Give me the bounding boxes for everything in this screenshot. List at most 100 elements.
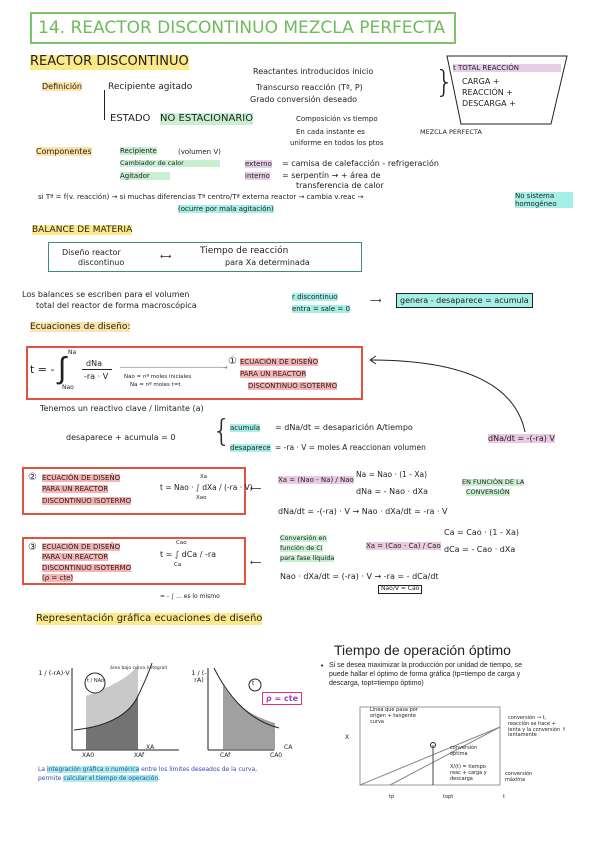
g2-xlabel: CA bbox=[284, 744, 293, 751]
representacion-heading: Representación gráfica ecuaciones de dis… bbox=[36, 613, 263, 625]
comp-item: Agitador bbox=[120, 172, 170, 181]
g2-x1: CAf bbox=[220, 752, 231, 759]
g2-area bbox=[223, 685, 275, 750]
result: dNa/dt = -(-ra) V bbox=[488, 434, 555, 444]
eq3-upper: Cao bbox=[176, 540, 187, 546]
total-box bbox=[446, 55, 568, 125]
externo-txt: = camisa de calefacción - refrigeración bbox=[282, 159, 439, 168]
caption-part: permite bbox=[38, 775, 64, 782]
recipiente: Recipiente agitado bbox=[108, 82, 193, 92]
nota-hl: No sistema homogéneo bbox=[515, 192, 573, 209]
box-left: discontinuo bbox=[78, 258, 125, 267]
total-item: CARGA + bbox=[462, 77, 500, 86]
caption: La integración gráfica o numérica entre … bbox=[38, 765, 257, 783]
eq2-label: PARA UN REACTOR bbox=[42, 485, 109, 494]
total-item: REACCIÓN + bbox=[462, 88, 514, 97]
opt-note: conversión máxima bbox=[505, 771, 533, 783]
eq3-number: ③ bbox=[28, 542, 37, 553]
eq3-label: (ρ = cte) bbox=[42, 574, 74, 583]
estado-item: uniforme en todos los ptos bbox=[290, 139, 384, 147]
g1-curve bbox=[73, 663, 153, 731]
eq3-lower: Ca bbox=[174, 562, 182, 568]
eq1-lower: Nao bbox=[62, 384, 74, 391]
opt-tangent bbox=[359, 726, 501, 786]
arrow: ⟵ bbox=[250, 484, 262, 493]
eq3-label: ECUACIÓN DE DISEÑO bbox=[42, 543, 121, 552]
balance-text: Los balances se escriben para el volumen bbox=[22, 290, 190, 299]
rho-cte: ρ = cte bbox=[262, 692, 302, 706]
title-box bbox=[30, 12, 456, 44]
eq2-lower: Xao bbox=[196, 495, 207, 501]
opt-note: Línea que pasa por origen + tangente cur… bbox=[370, 707, 418, 725]
eq2-label: ECUACIÓN DE DISEÑO bbox=[42, 474, 121, 483]
opt-note: X/(t) = tiempo reac + carga y descarga bbox=[450, 764, 487, 782]
g1-ylabel: 1 / (-rA)·V bbox=[38, 669, 70, 677]
caption-highlight: integración gráfica o numérica bbox=[46, 766, 140, 773]
brace: } bbox=[435, 65, 455, 100]
na2: dNa = - Nao · dXa bbox=[356, 487, 429, 496]
g2-circle: t bbox=[252, 680, 255, 687]
g1-xlabel: XA bbox=[146, 744, 155, 751]
estado-item: Composición vs tiempo bbox=[296, 115, 378, 123]
arrow: ⟵ bbox=[250, 558, 262, 567]
eq1-box bbox=[26, 346, 363, 400]
nota: si Tª = f(v. reacción) → si muchas difer… bbox=[38, 193, 364, 201]
entra-sale: entra = sale = 0 bbox=[292, 305, 350, 314]
conv-label: Conversión en bbox=[280, 534, 327, 543]
tenemos: Tenemos un reactivo clave / limitante (a… bbox=[40, 404, 204, 413]
nota2: (ocurre por mala agitación) bbox=[178, 205, 274, 214]
branch: Transcurso reacción (Tª, P) bbox=[256, 83, 363, 92]
externo: externo bbox=[245, 160, 272, 169]
r-disc: r discontinuo bbox=[292, 293, 338, 302]
label-componentes: Componentes bbox=[36, 147, 92, 157]
section-heading-balance: BALANCE DE MATERIA bbox=[32, 225, 133, 236]
opt-bullet: Si se desea maximizar la producción por … bbox=[329, 662, 522, 688]
ca1: Ca = Cao · (1 - Xa) bbox=[444, 528, 519, 537]
label-definicion: Definición bbox=[42, 82, 82, 92]
brace: { bbox=[212, 414, 232, 449]
branch: Grado conversión deseado bbox=[250, 95, 358, 104]
eq2-box bbox=[22, 467, 246, 515]
eq2-upper: Xa bbox=[200, 474, 208, 480]
deriv1: dNa/dt = -(-ra) · V → Nao · dXa/dt = -ra… bbox=[278, 507, 448, 516]
comp-item: Recipiente bbox=[120, 147, 157, 156]
balance-eq: genera - desaparece = acumula bbox=[396, 293, 533, 309]
total-item: DESCARGA + bbox=[462, 99, 516, 108]
eq3-label: DISCONTINUO ISOTERMO bbox=[42, 564, 132, 573]
curved-arrow bbox=[369, 355, 526, 433]
eq2-number: ② bbox=[28, 472, 37, 483]
xa-def: Xa = (Nao - Na) / Nao bbox=[278, 476, 354, 485]
balance-box bbox=[48, 242, 362, 272]
conv-label: función de Ci bbox=[280, 544, 323, 553]
integral: ∫ bbox=[58, 351, 67, 386]
opt-title: Tiempo de operación óptimo bbox=[334, 642, 511, 658]
eq1-label: ECUACIÓN DE DISEÑO bbox=[240, 358, 319, 367]
arrow: ─────────────────────→ bbox=[120, 363, 228, 372]
nao-v: Nao/V = Cao bbox=[378, 585, 423, 594]
opt-t: t bbox=[503, 794, 505, 800]
acumula: acumula bbox=[230, 424, 261, 433]
box-left: Diseño reactor bbox=[62, 248, 121, 257]
total-title: t TOTAL REACCIÓN bbox=[453, 64, 561, 73]
eq1-note: Nao = nº moles iniciales bbox=[124, 374, 192, 380]
comp-item: Cambiador de calor bbox=[120, 159, 220, 168]
balance-text: total del reactor de forma macroscópica bbox=[36, 301, 197, 310]
opt-note: conversión → t, reacción se hace + lenta… bbox=[508, 715, 566, 739]
vline bbox=[104, 90, 105, 120]
g1-x2: XAf bbox=[134, 752, 145, 759]
desap-eq2: = -ra · V = moles A reaccionan volumen bbox=[275, 443, 426, 452]
eq1-number: ① bbox=[228, 356, 237, 367]
eq1-num: dNa bbox=[86, 359, 102, 368]
g1-area bbox=[86, 696, 138, 750]
eq3-box bbox=[22, 537, 246, 585]
box-right: Tiempo de reacción bbox=[200, 246, 289, 256]
page-title: 14. REACTOR DISCONTINUO MEZCLA PERFECTA bbox=[38, 18, 446, 38]
ecuaciones-heading: Ecuaciones de diseño: bbox=[30, 322, 131, 333]
eq1-note: Na = nº moles t=t bbox=[130, 382, 181, 388]
estado-item: En cada instante es bbox=[296, 128, 365, 136]
arrow: ⟶ bbox=[370, 296, 382, 305]
eq3-formula: t = ∫ dCa / -ra bbox=[160, 550, 217, 559]
caption-highlight: calcular el tiempo de operación bbox=[63, 775, 159, 782]
box-right: para Xa determinada bbox=[225, 258, 310, 267]
deriv2: Nao · dXa/dt = (-ra) · V → -ra = - dCa/d… bbox=[280, 572, 439, 581]
